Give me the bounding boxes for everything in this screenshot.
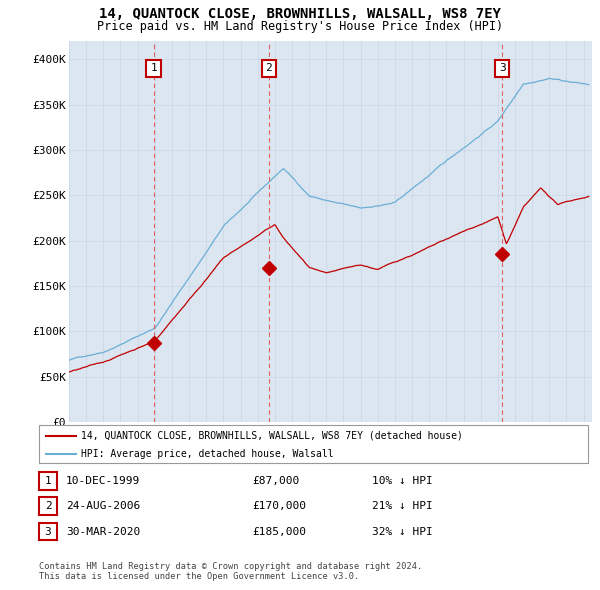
Text: 32% ↓ HPI: 32% ↓ HPI bbox=[372, 527, 433, 536]
Text: 30-MAR-2020: 30-MAR-2020 bbox=[66, 527, 140, 536]
Text: 21% ↓ HPI: 21% ↓ HPI bbox=[372, 502, 433, 511]
Text: £185,000: £185,000 bbox=[252, 527, 306, 536]
Text: 2: 2 bbox=[265, 64, 272, 74]
Text: HPI: Average price, detached house, Walsall: HPI: Average price, detached house, Wals… bbox=[81, 448, 334, 458]
Text: 24-AUG-2006: 24-AUG-2006 bbox=[66, 502, 140, 511]
Text: Contains HM Land Registry data © Crown copyright and database right 2024.
This d: Contains HM Land Registry data © Crown c… bbox=[39, 562, 422, 581]
Text: 3: 3 bbox=[499, 64, 506, 74]
Text: Price paid vs. HM Land Registry's House Price Index (HPI): Price paid vs. HM Land Registry's House … bbox=[97, 20, 503, 33]
Text: 3: 3 bbox=[44, 527, 52, 536]
Text: 2: 2 bbox=[44, 502, 52, 511]
Text: 10-DEC-1999: 10-DEC-1999 bbox=[66, 476, 140, 486]
Text: 1: 1 bbox=[44, 476, 52, 486]
Text: £87,000: £87,000 bbox=[252, 476, 299, 486]
Text: 10% ↓ HPI: 10% ↓ HPI bbox=[372, 476, 433, 486]
Text: £170,000: £170,000 bbox=[252, 502, 306, 511]
Text: 14, QUANTOCK CLOSE, BROWNHILLS, WALSALL, WS8 7EY (detached house): 14, QUANTOCK CLOSE, BROWNHILLS, WALSALL,… bbox=[81, 431, 463, 441]
Text: 1: 1 bbox=[151, 64, 157, 74]
Text: 14, QUANTOCK CLOSE, BROWNHILLS, WALSALL, WS8 7EY: 14, QUANTOCK CLOSE, BROWNHILLS, WALSALL,… bbox=[99, 7, 501, 21]
